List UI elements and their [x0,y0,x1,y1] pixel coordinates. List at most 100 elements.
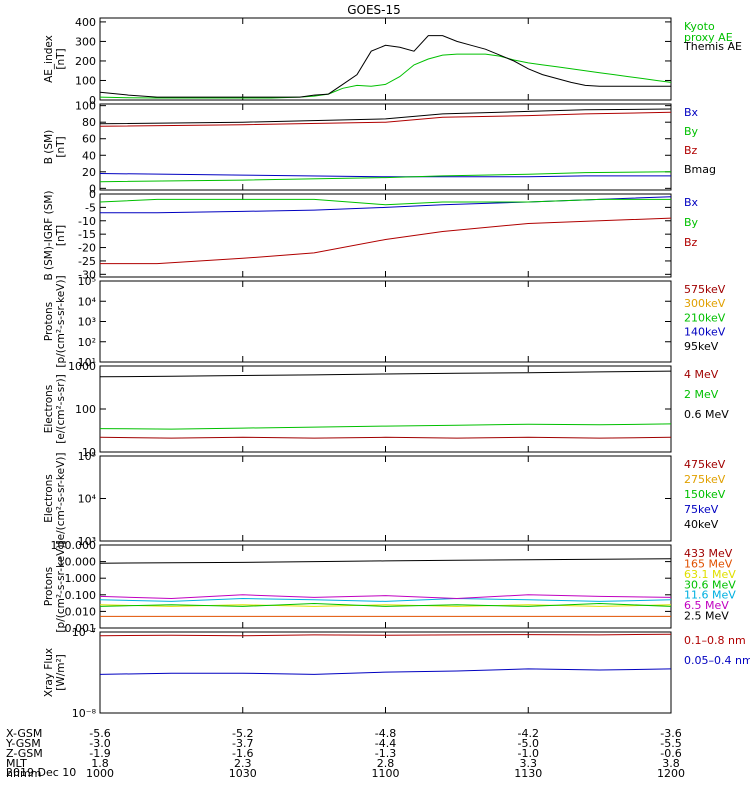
series-line-by [99,171,672,183]
series-line-2-mev [99,423,672,430]
ephemeris-table: X-GSM -5.6 -5.2 -4.8 -4.2 -3.6 Y-GSM -3.0 -3.7 -4… [5,727,685,780]
legend-label: 0.05–0.4 nm [684,654,750,667]
y-tick-label: 0 [89,188,96,201]
ephemeris-value: 3.8 [662,757,680,770]
panel-4: 10¹ 10² 10³ 10⁴ 10⁵ Protons [p/(cm²-s-sr-keV)]… [43,275,726,369]
y-tick-label: 10.000 [58,556,97,569]
y-tick-label: -30 [78,268,96,281]
y-tick-label: 0.100 [65,589,97,602]
legend-label: By [684,216,699,229]
y-tick-label: 10 [82,446,96,459]
legend-label: Kyoto [684,20,715,33]
ephemeris-value: -3.7 [232,737,253,750]
ephemeris-value: -1.6 [232,747,253,760]
panel-frame [99,17,672,101]
ephemeris-value: -4.4 [375,737,396,750]
y-axis-label: [p/(cm²-s-sr-keV)] [55,275,67,367]
ephemeris-value: -1.0 [518,747,539,760]
series-line-2-5-mev [99,558,672,564]
legend-label: 150keV [684,488,726,501]
y-axis-label: [e/(cm²-s-sr)] [55,374,67,443]
y-tick-label: 80 [82,116,96,129]
ephemeris-value: 3.3 [520,757,538,770]
ephemeris-value: 1000 [86,767,114,780]
panel-3: -30-25-20-15-10-50 B (SM)-IGRF (SM) [nT] Bx… [43,188,699,281]
y-axis-label: Protons [43,567,55,606]
y-tick-label: 300 [75,35,96,48]
panel-8: 10⁻⁸ 10⁻⁷ Xray Flux [W/m²] 0.1–0.8 nm 0.05–0.… [43,626,750,720]
legend-label: 2.5 MeV [684,610,729,623]
y-tick-label: 10³ [78,535,96,548]
y-tick-label: 20 [82,166,96,179]
series-line-6-5-mev [99,594,672,600]
legend-label: 275keV [684,473,726,486]
y-tick-label: 10⁵ [78,450,96,463]
legend-label: 210keV [684,311,726,324]
legend-label: 165 MeV [684,557,733,570]
legend-label: 40keV [684,518,719,531]
legend-label: 75keV [684,503,719,516]
y-tick-label: 100 [75,100,96,113]
legend-label: 140keV [684,326,726,339]
y-tick-label: 40 [82,149,96,162]
series-line-30-6-mev [99,602,672,607]
series-line-4-mev [99,436,672,439]
ephemeris-value: 1100 [372,767,400,780]
legend-label: 575keV [684,283,726,296]
ephemeris-value: 1130 [514,767,542,780]
series-line-kyoto-proxy-ae [99,53,672,99]
panel-frame [99,280,672,363]
ephemeris-value: 2.8 [377,757,395,770]
y-axis-label: Electrons [43,474,55,523]
legend-label: Themis AE [683,40,742,53]
y-axis-label: [p/(cm²-s-sr-keV)] [55,540,67,632]
ephemeris-value: -3.0 [89,737,110,750]
y-tick-label: 10⁻⁸ [72,707,97,720]
ephemeris-value: -5.2 [232,727,253,740]
legend-label: 4 MeV [684,368,719,381]
legend-label: 11.6 MeV [684,589,736,602]
ephemeris-value: 1030 [229,767,257,780]
legend-label: By [684,125,699,138]
series-line-bmag [99,108,672,125]
y-tick-label: 0.001 [65,622,97,635]
series-line-bz [100,217,672,265]
y-axis-label: B (SM)-IGRF (SM) [43,190,55,280]
y-tick-label: 10¹ [78,356,96,369]
y-axis-label: Protons [43,302,55,341]
ephemeris-row-label: Y-GSM [5,737,41,750]
y-axis-label: [nT] [55,136,67,157]
y-tick-label: 60 [82,133,96,146]
y-tick-label: 100 [75,403,96,416]
y-tick-label: 10⁴ [78,493,97,506]
ephemeris-value: -1.9 [89,747,110,760]
series-line-0-05-0-4-nm [99,668,672,675]
y-axis-label: Xray Flux [43,648,55,697]
ephemeris-row-label: hhmm [6,767,41,780]
legend-label: 433 MeV [684,547,733,560]
legend-label: 0.6 MeV [684,408,729,421]
y-tick-label: 400 [75,16,96,29]
ephemeris-value: -5.6 [89,727,110,740]
y-tick-label: 10³ [78,316,96,329]
y-tick-label: 10² [78,336,96,349]
y-axis-label: AE_index [43,35,55,83]
y-tick-label: 0 [89,182,96,195]
panel-frame [99,365,672,453]
y-tick-label: 0.010 [65,605,97,618]
legend-label: 63.1 MeV [684,568,736,581]
y-axis-label: [e/(cm²-s-sr-keV)] [55,453,67,545]
ephemeris-value: -5.0 [518,737,539,750]
y-tick-label: -20 [78,242,96,255]
y-tick-label: 10⁴ [78,295,97,308]
y-tick-label: -5 [85,201,96,214]
y-tick-label: 200 [75,55,96,68]
panel-5: 10 100 1000 Electrons [e/(cm²-s-sr)] 4 MeV 2 M… [43,360,729,459]
panel-frame [99,455,672,542]
legend-label: 6.5 MeV [684,599,729,612]
panel-frame [99,544,672,629]
panel-6: 10³ 10⁴ 10⁵ Electrons [e/(cm²-s-sr-keV)] 475k… [43,450,726,548]
ephemeris-value: -4.8 [375,727,396,740]
